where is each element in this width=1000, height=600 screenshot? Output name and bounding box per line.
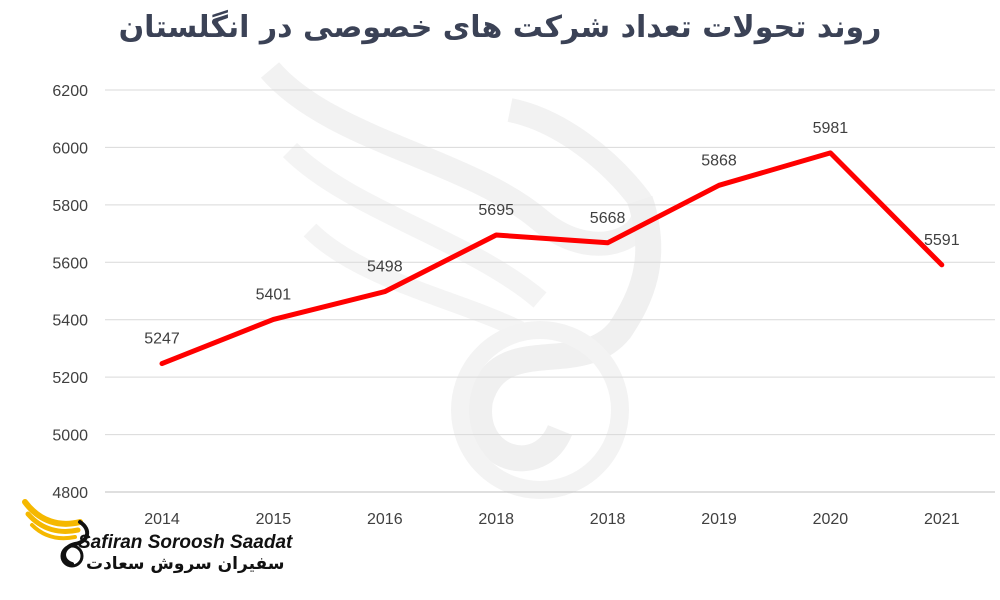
x-axis-ticks: 2014 2015 2016 2018 2018 2019 2020 2021 [144, 511, 959, 528]
data-point [939, 262, 944, 267]
data-points [160, 150, 944, 366]
series-line [159, 150, 945, 367]
data-point [605, 240, 610, 245]
y-tick-label: 5600 [52, 255, 88, 272]
data-labels: 5247 5401 5498 5695 5668 5868 5981 5591 [144, 120, 959, 348]
data-point [828, 150, 833, 155]
x-tick-label: 2015 [256, 511, 292, 528]
data-label: 5695 [478, 202, 514, 219]
data-point [160, 361, 164, 366]
data-label: 5668 [590, 210, 626, 227]
x-tick-label: 2019 [701, 511, 737, 528]
chart-title: روند تحولات تعداد شرکت های خصوصی در انگل… [118, 10, 882, 45]
x-tick-label: 2018 [590, 511, 626, 528]
wing-logo-icon [22, 499, 90, 568]
x-tick-label: 2021 [924, 511, 960, 528]
y-tick-label: 5000 [52, 428, 88, 445]
x-tick-label: 2014 [144, 511, 180, 528]
watermark-logo [260, 61, 662, 499]
grid-lines [105, 89, 995, 493]
data-label: 5498 [367, 259, 403, 276]
y-tick-label: 4800 [52, 485, 88, 502]
data-point [717, 183, 721, 188]
data-label: 5401 [256, 286, 292, 303]
data-label: 5868 [701, 152, 737, 169]
y-tick-label: 5200 [52, 370, 88, 387]
x-tick-label: 2020 [813, 511, 849, 528]
y-tick-label: 5800 [52, 198, 88, 215]
x-tick-label: 2018 [478, 511, 514, 528]
data-label: 5981 [813, 120, 849, 137]
logo-text-english: Safiran Soroosh Saadat [78, 532, 293, 553]
data-point [271, 317, 276, 322]
x-tick-label: 2016 [367, 511, 403, 528]
y-tick-label: 6000 [52, 140, 88, 157]
data-label: 5247 [144, 331, 180, 348]
brand-logo: Safiran Soroosh Saadat سفیران سروش سعادت [20, 492, 293, 592]
y-tick-label: 6200 [52, 83, 88, 100]
data-point [382, 289, 387, 294]
data-label: 5591 [924, 232, 960, 249]
y-axis-ticks: 4800 5000 5200 5400 5600 5800 6000 6200 [52, 83, 88, 502]
data-point [494, 233, 499, 238]
logo-text-persian: سفیران سروش سعادت [86, 554, 285, 574]
y-tick-label: 5400 [52, 313, 88, 330]
